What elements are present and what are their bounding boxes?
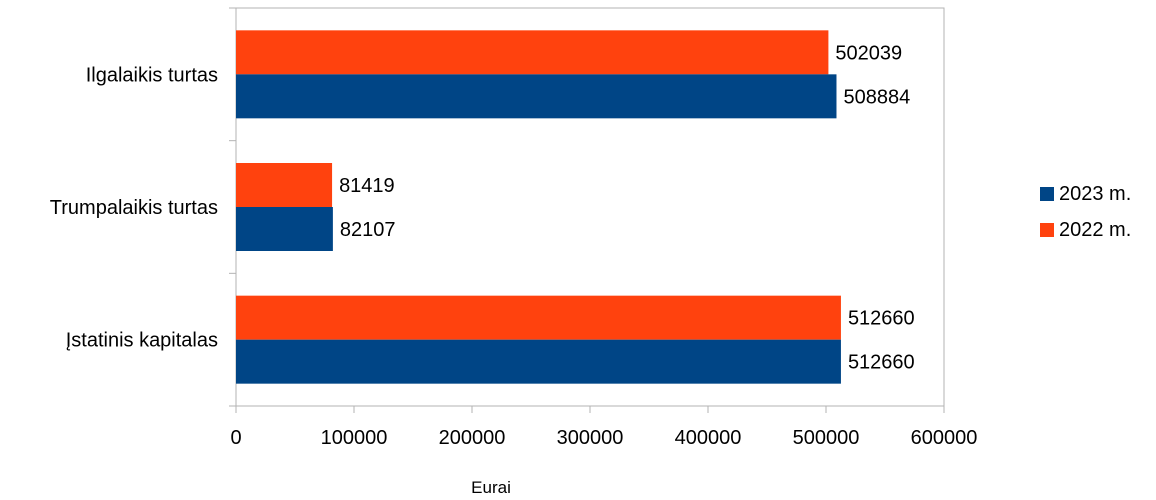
category-label: Trumpalaikis turtas: [50, 197, 218, 219]
legend-label: 2022 m.: [1059, 219, 1131, 241]
category-label: Ilgalaikis turtas: [86, 64, 218, 86]
bar: [236, 295, 841, 340]
legend: 2023 m. 2022 m.: [1040, 183, 1131, 241]
data-label: 512660: [848, 308, 915, 330]
bar: [236, 207, 333, 251]
legend-swatch: [1040, 223, 1054, 237]
x-tick-labels-group: 0 100000 200000 300000 400000 500000 600000: [230, 427, 977, 449]
x-tick-label: 100000: [321, 427, 388, 449]
data-label: 82107: [340, 219, 396, 241]
bar: [236, 74, 837, 119]
x-tick-label: 200000: [439, 427, 506, 449]
data-labels-group: 512660 512660 81419 82107 502039 508884: [339, 42, 915, 373]
bar: [236, 30, 829, 75]
x-axis-title: Eurai: [471, 478, 511, 497]
x-tick-label: 600000: [911, 427, 978, 449]
category-labels-group: Įstatinis kapitalas Trumpalaikis turtas Il…: [50, 64, 218, 351]
category-label: Įstatinis kapitalas: [66, 330, 218, 352]
x-tick-label: 0: [230, 427, 241, 449]
data-label: 502039: [835, 42, 902, 64]
bars-group: [236, 30, 841, 384]
bar: [236, 163, 333, 207]
x-tick-label: 300000: [557, 427, 624, 449]
legend-swatch: [1040, 187, 1054, 201]
legend-label: 2023 m.: [1059, 183, 1131, 205]
x-tick-label: 400000: [675, 427, 742, 449]
data-label: 81419: [339, 175, 395, 197]
data-label: 512660: [848, 352, 915, 374]
data-label: 508884: [843, 86, 910, 108]
bar: [236, 339, 841, 384]
x-tick-label: 500000: [793, 427, 860, 449]
